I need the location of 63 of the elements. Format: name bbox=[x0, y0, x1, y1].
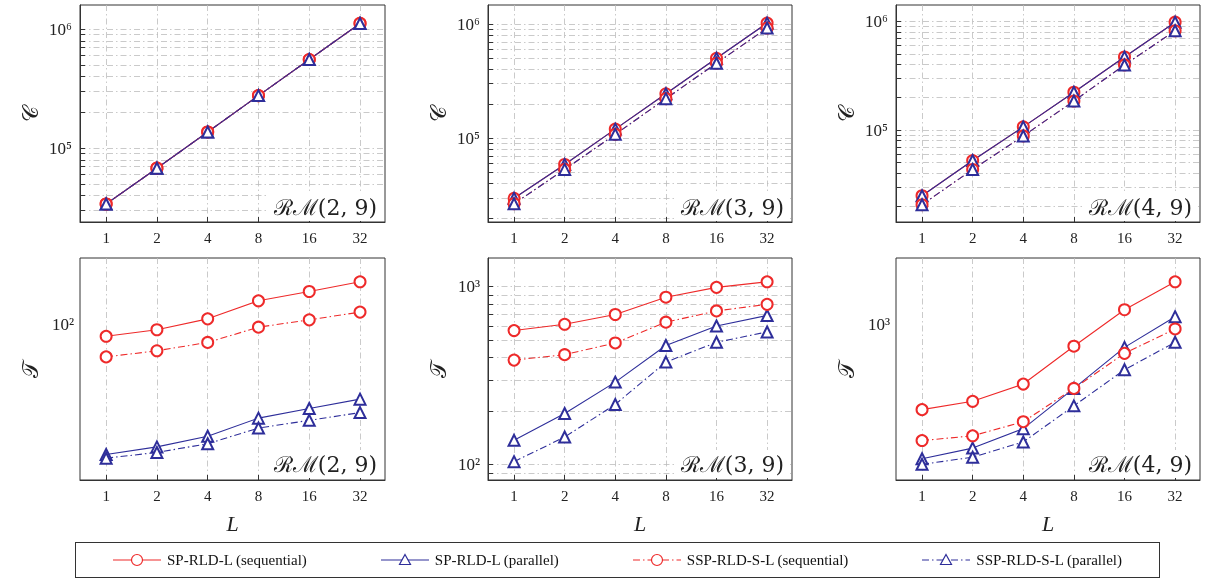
y-tick-label: 10⁶ bbox=[457, 14, 481, 34]
x-tick-label: 16 bbox=[708, 487, 725, 504]
x-tick-label: 2 bbox=[560, 229, 569, 246]
legend-label: SSP-RLD-S-L (sequential) bbox=[686, 551, 849, 569]
x-tick-label: 32 bbox=[352, 229, 368, 246]
x-tick-label: 1 bbox=[102, 487, 110, 504]
annotation: ℛℳ(4, 9) bbox=[1087, 194, 1193, 220]
x-tick-label: 16 bbox=[708, 229, 725, 246]
x-axis-title: L bbox=[1040, 510, 1055, 536]
x-tick-label: 16 bbox=[301, 487, 318, 504]
x-tick-label: 4 bbox=[611, 229, 620, 246]
legend-label: SSP-RLD-S-L (parallel) bbox=[976, 551, 1122, 569]
x-tick-label: 32 bbox=[1167, 229, 1183, 246]
x-tick-label: 1 bbox=[918, 229, 926, 246]
x-tick-label: 1 bbox=[510, 229, 518, 246]
x-tick-label: 8 bbox=[254, 487, 263, 504]
x-tick-label: 2 bbox=[560, 487, 569, 504]
x-tick-label: 8 bbox=[662, 487, 670, 504]
annotation: ℛℳ(3, 9) bbox=[679, 451, 785, 477]
x-axis-title: L bbox=[225, 510, 239, 536]
y-tick-label: 10⁶ bbox=[49, 19, 73, 39]
y-tick-label: 10⁵ bbox=[457, 128, 481, 148]
y-axis-title: 𝒯 bbox=[17, 357, 43, 378]
x-tick-label: 32 bbox=[759, 487, 775, 504]
x-tick-label: 2 bbox=[968, 229, 977, 246]
y-axis-title: 𝒯 bbox=[425, 357, 451, 378]
x-tick-label: 4 bbox=[1019, 229, 1028, 246]
x-tick-label: 1 bbox=[918, 487, 926, 504]
x-tick-label: 4 bbox=[611, 487, 620, 504]
x-tick-label: 32 bbox=[1167, 487, 1183, 504]
y-tick-label: 10² bbox=[457, 455, 480, 475]
y-axis-title: 𝒞 bbox=[833, 104, 859, 122]
annotation: ℛℳ(2, 9) bbox=[272, 194, 378, 220]
x-tick-label: 32 bbox=[759, 229, 775, 246]
y-tick-label: 10⁶ bbox=[865, 12, 889, 32]
x-tick-label: 16 bbox=[301, 229, 318, 246]
x-tick-label: 1 bbox=[510, 487, 518, 504]
y-axis-title: 𝒞 bbox=[17, 104, 43, 122]
annotation: ℛℳ(3, 9) bbox=[679, 194, 785, 220]
x-tick-label: 4 bbox=[203, 487, 212, 504]
x-tick-label: 8 bbox=[254, 229, 263, 246]
x-tick-label: 2 bbox=[153, 487, 161, 504]
annotation: ℛℳ(4, 9) bbox=[1087, 451, 1193, 477]
x-tick-label: 8 bbox=[1070, 229, 1078, 246]
y-axis-title: 𝒞 bbox=[425, 104, 451, 122]
annotation: ℛℳ(2, 9) bbox=[272, 451, 378, 477]
x-tick-label: 4 bbox=[1019, 487, 1028, 504]
x-tick-label: 16 bbox=[1116, 229, 1133, 246]
x-tick-label: 16 bbox=[1116, 487, 1133, 504]
legend-label: SP-RLD-L (parallel) bbox=[434, 551, 559, 569]
y-tick-label: 10⁵ bbox=[49, 138, 73, 158]
y-axis-title: 𝒯 bbox=[833, 357, 859, 378]
y-tick-label: 10³ bbox=[457, 277, 480, 297]
x-tick-label: 2 bbox=[968, 487, 977, 504]
x-tick-label: 32 bbox=[352, 487, 368, 504]
legend-label: SP-RLD-L (sequential) bbox=[166, 551, 307, 569]
y-tick-label: 10⁵ bbox=[865, 120, 889, 140]
x-tick-label: 8 bbox=[662, 229, 670, 246]
x-tick-label: 4 bbox=[203, 229, 212, 246]
x-axis-title: L bbox=[632, 510, 647, 536]
x-tick-label: 2 bbox=[153, 229, 161, 246]
x-tick-label: 1 bbox=[102, 229, 110, 246]
x-tick-label: 8 bbox=[1070, 487, 1078, 504]
